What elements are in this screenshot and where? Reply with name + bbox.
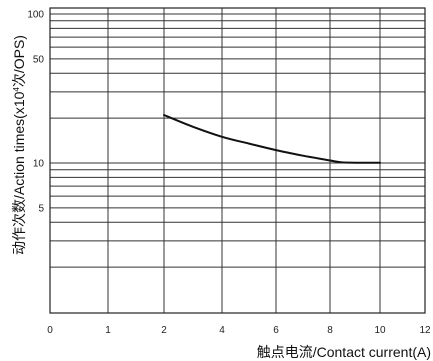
y-axis-title-tail: 次/OPS) bbox=[11, 35, 27, 87]
x-tick-labels: 0 1 2 4 6 8 10 12 bbox=[47, 325, 431, 336]
x-tick-label: 4 bbox=[219, 325, 225, 336]
y-axis-title: 动作次数/Action times(x104次/OPS) bbox=[11, 35, 27, 255]
y-tick-labels: 100 50 10 5 bbox=[27, 10, 44, 215]
x-axis-title: 触点电流/Contact current(A) bbox=[257, 344, 431, 360]
grid bbox=[50, 8, 425, 313]
y-axis-title-main: 动作次数/Action times(x10 bbox=[11, 91, 27, 255]
y-tick-label: 50 bbox=[33, 54, 45, 65]
y-tick-label: 5 bbox=[38, 203, 44, 214]
x-tick-label: 8 bbox=[327, 325, 333, 336]
y-tick-label: 100 bbox=[27, 10, 44, 21]
curve-layer bbox=[163, 114, 381, 164]
x-tick-label: 10 bbox=[374, 325, 386, 336]
x-tick-label: 0 bbox=[47, 325, 53, 336]
x-tick-label: 12 bbox=[419, 325, 431, 336]
y-axis-title-exponent: 4 bbox=[12, 87, 21, 92]
plot-frame bbox=[49, 7, 426, 314]
x-tick-label: 2 bbox=[161, 325, 167, 336]
series-line bbox=[163, 114, 381, 164]
x-tick-label: 6 bbox=[273, 325, 279, 336]
y-tick-label: 10 bbox=[33, 159, 45, 170]
x-tick-label: 1 bbox=[105, 325, 111, 336]
